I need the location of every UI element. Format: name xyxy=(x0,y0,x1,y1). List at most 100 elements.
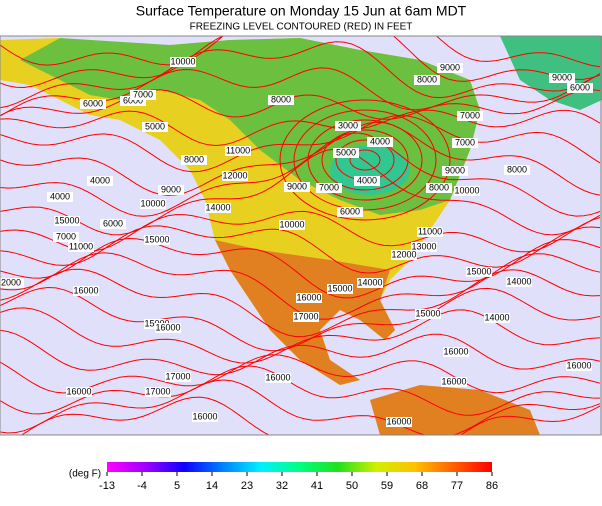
contour-label-bg xyxy=(279,220,305,230)
contour-label-bg xyxy=(354,176,380,186)
contour-label-bg xyxy=(442,166,468,176)
contour-label-bg xyxy=(333,148,359,158)
contour-label: 12000 xyxy=(222,170,247,180)
contour-label: 10000 xyxy=(279,219,304,229)
contour-ring xyxy=(349,149,381,171)
contour-label-bg xyxy=(87,176,113,186)
contour-label: 15000 xyxy=(327,283,352,293)
contour-label-bg xyxy=(268,95,294,105)
colorbar-tick-label: 5 xyxy=(174,480,180,492)
contour-label-bg xyxy=(426,183,452,193)
contour-line xyxy=(0,114,601,173)
contour-label-bg xyxy=(441,377,467,387)
contour-label-bg xyxy=(337,207,363,217)
contour-label: 8000 xyxy=(507,164,527,174)
colorbar-tick-label: 41 xyxy=(311,480,323,492)
contour-label-bg xyxy=(80,99,106,109)
contour-label-bg xyxy=(140,199,166,209)
colorbar-ticks: -13 -4 5 14 23 32 41 50 59 68 77 86 xyxy=(99,472,498,492)
colorbar-tick-label: 77 xyxy=(451,480,463,492)
contour-label: 6000 xyxy=(123,95,143,105)
map-frame xyxy=(0,35,602,436)
contour-label: 16000 xyxy=(296,292,321,302)
contour-label: 6000 xyxy=(103,218,123,228)
contour-label-bg xyxy=(316,183,342,193)
contour-label-bg xyxy=(165,372,191,382)
contour-label: 17000 xyxy=(293,311,318,321)
contour-label-bg xyxy=(205,203,231,213)
contour-label: 14000 xyxy=(357,277,382,287)
contour-label: 15000 xyxy=(54,215,79,225)
contour-label-bg xyxy=(265,373,291,383)
contour-label: 6000 xyxy=(570,82,590,92)
contour-line xyxy=(20,396,601,435)
contour-line xyxy=(0,329,601,376)
contour-label-bg xyxy=(0,278,24,288)
contour-label-bg xyxy=(357,278,383,288)
contour-label-bg xyxy=(484,313,510,323)
contour-label: 17000 xyxy=(145,386,170,396)
contour-label-bg xyxy=(386,417,412,427)
contour-label-bg xyxy=(47,192,73,202)
contour-label: 7000 xyxy=(133,89,153,99)
contour-label-bg xyxy=(293,312,319,322)
contour-line xyxy=(0,286,601,352)
contour-label-bg xyxy=(53,232,79,242)
contour-label: 14000 xyxy=(506,276,531,286)
contour-ring xyxy=(279,99,451,221)
contour-label: 16000 xyxy=(566,360,591,370)
contour-label: 16000 xyxy=(265,372,290,382)
contour-line xyxy=(0,210,601,253)
contour-label-bg xyxy=(443,347,469,357)
contour-label-bg xyxy=(100,219,126,229)
contour-label-bg xyxy=(566,361,592,371)
contour-ring xyxy=(321,129,409,191)
contour-label-bg xyxy=(457,111,483,121)
contour-label: 17000 xyxy=(165,371,190,381)
contour-line xyxy=(0,148,601,236)
contour-label: 7000 xyxy=(319,182,339,192)
contour-label: 9000 xyxy=(552,72,572,82)
contour-label-bg xyxy=(335,121,361,131)
contour-label: 3000 xyxy=(338,120,358,130)
contour-line xyxy=(0,354,601,394)
contour-label-bg xyxy=(181,155,207,165)
contour-label-bg xyxy=(284,182,310,192)
contour-label: 16000 xyxy=(386,416,411,426)
contour-label-bg xyxy=(391,250,417,260)
contour-label: 15000 xyxy=(466,266,491,276)
contour-line xyxy=(0,225,601,274)
colorbar-tick-label: 14 xyxy=(206,480,218,492)
contour-label: 8000 xyxy=(184,154,204,164)
contour-line xyxy=(0,89,601,120)
contour-label: 9000 xyxy=(161,184,181,194)
contour-label-bg xyxy=(567,83,593,93)
contour-label-bg xyxy=(504,165,530,175)
contour-label: 7000 xyxy=(460,110,480,120)
contour-label: 16000 xyxy=(443,346,468,356)
contour-label: 4000 xyxy=(90,175,110,185)
contour-line xyxy=(0,365,601,416)
contour-label: 2000 xyxy=(1,277,21,287)
contour-label-bg xyxy=(155,323,181,333)
contour-label: 15000 xyxy=(415,308,440,318)
colorbar-tick-label: 32 xyxy=(276,480,288,492)
contour-label: 5000 xyxy=(336,147,356,157)
contour-label-bg xyxy=(506,277,532,287)
contour-label: 9000 xyxy=(440,62,460,72)
contour-label-bg xyxy=(414,75,440,85)
contour-label-bg xyxy=(437,63,463,73)
colorbar-label: (deg F) xyxy=(69,469,101,480)
contour-label-bg xyxy=(158,185,184,195)
contour-label-bg xyxy=(367,137,393,147)
contour-label: 9000 xyxy=(445,165,465,175)
contour-line xyxy=(0,307,601,364)
contour-label: 13000 xyxy=(411,241,436,251)
contour-label: 7000 xyxy=(56,231,76,241)
contour-label: 11000 xyxy=(418,226,442,236)
contour-label: 8000 xyxy=(417,74,437,84)
contour-line xyxy=(0,36,601,68)
